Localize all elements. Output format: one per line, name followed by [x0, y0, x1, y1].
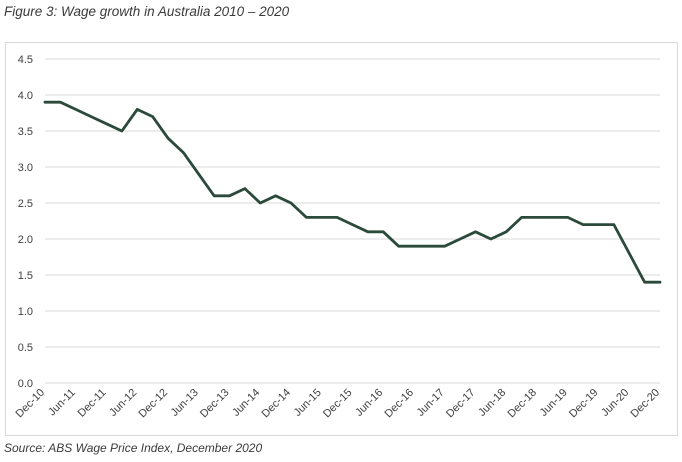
x-tick-label: Jun-12 — [107, 387, 139, 419]
data-point — [305, 216, 308, 219]
data-point — [351, 223, 354, 226]
data-point — [366, 230, 370, 233]
x-tick-label: Jun-14 — [230, 387, 262, 419]
data-point — [505, 230, 508, 233]
x-tick-label: Jun-17 — [415, 387, 447, 419]
y-tick-label: 2.0 — [18, 234, 33, 246]
data-point — [335, 216, 339, 219]
x-tick-label: Jun-11 — [46, 387, 78, 419]
x-tick-label: Dec-16 — [383, 387, 417, 421]
data-point — [628, 252, 631, 255]
data-point — [197, 173, 200, 176]
data-point — [643, 281, 646, 284]
data-point — [74, 108, 77, 111]
data-point — [474, 230, 477, 233]
data-point — [612, 223, 616, 226]
data-point — [120, 129, 124, 133]
line-chart: 0.00.51.01.52.02.53.03.54.04.5 Dec-10 Jun… — [14, 54, 663, 421]
x-tick-label: Dec-10 — [14, 387, 48, 421]
series-layer — [43, 100, 662, 284]
data-point — [412, 245, 416, 248]
x-tick-label: Dec-12 — [137, 387, 171, 421]
y-tick-label: 1.0 — [18, 306, 33, 318]
data-point — [182, 151, 185, 154]
source-note: Source: ABS Wage Price Index, December 2… — [4, 441, 263, 455]
data-point — [59, 101, 62, 104]
data-point — [228, 194, 231, 197]
chart-frame: 0.0 0.5 1.0 1.5 2.0 2.5 3.0 3.5 4.0 4.5 Dec-10 Jun… — [5, 42, 678, 436]
x-tick-label: Jun-20 — [599, 387, 631, 419]
data-point — [551, 216, 554, 219]
x-tick-label: Dec-14 — [260, 387, 294, 421]
x-tick-label: Dec-13 — [198, 387, 232, 421]
data-point — [443, 245, 446, 248]
y-tick-label: 2.5 — [18, 198, 33, 210]
data-point — [136, 108, 139, 111]
data-point — [89, 115, 93, 118]
data-point — [458, 237, 462, 241]
x-tick-label: Dec-15 — [321, 387, 355, 421]
data-point — [520, 216, 523, 219]
series-line — [43, 100, 662, 284]
x-tick-label: Jun-19 — [538, 387, 570, 419]
data-point — [105, 122, 108, 126]
x-tick-label: Dec-11 — [76, 387, 109, 420]
y-tick-label: 1.5 — [18, 270, 33, 282]
data-point — [43, 101, 47, 104]
data-point — [597, 223, 600, 226]
data-point — [259, 201, 262, 205]
data-point — [151, 115, 154, 118]
y-tick-label: 0.0 — [18, 378, 33, 390]
y-tick-label: 4.0 — [18, 90, 33, 102]
x-tick-label: Dec-18 — [506, 387, 540, 421]
data-point — [428, 245, 431, 248]
y-axis-ticks: 0.0 0.5 1.0 1.5 2.0 2.5 3.0 3.5 4.0 4.5 — [18, 54, 33, 390]
data-point — [397, 245, 400, 248]
data-point — [320, 216, 323, 219]
y-tick-label: 4.5 — [18, 54, 33, 66]
x-tick-label: Dec-17 — [444, 387, 478, 421]
data-point — [243, 187, 247, 190]
data-point — [274, 194, 277, 197]
data-point — [535, 216, 539, 219]
data-point — [489, 237, 493, 241]
x-tick-label: Jun-13 — [169, 387, 201, 419]
data-point — [658, 281, 662, 284]
y-tick-label: 0.5 — [18, 342, 33, 354]
figure-title: Figure 3: Wage growth in Australia 2010 … — [4, 4, 290, 19]
data-point — [382, 230, 385, 233]
data-point — [289, 201, 293, 205]
gridlines — [45, 58, 660, 384]
data-point — [212, 194, 216, 197]
y-tick-label: 3.0 — [18, 162, 33, 174]
data-point — [566, 216, 569, 219]
y-tick-label: 3.5 — [18, 126, 33, 138]
x-tick-label: Jun-18 — [476, 387, 508, 419]
x-tick-label: Jun-16 — [353, 387, 385, 419]
x-tick-label: Dec-19 — [567, 387, 601, 421]
data-point — [581, 223, 585, 226]
x-tick-label: Dec-20 — [629, 387, 663, 421]
x-axis-ticks: Dec-10 Jun-11Dec-11Jun-12Dec-12Jun-13Dec-… — [14, 387, 663, 421]
data-point — [166, 137, 170, 140]
x-tick-label: Jun-15 — [292, 387, 324, 419]
